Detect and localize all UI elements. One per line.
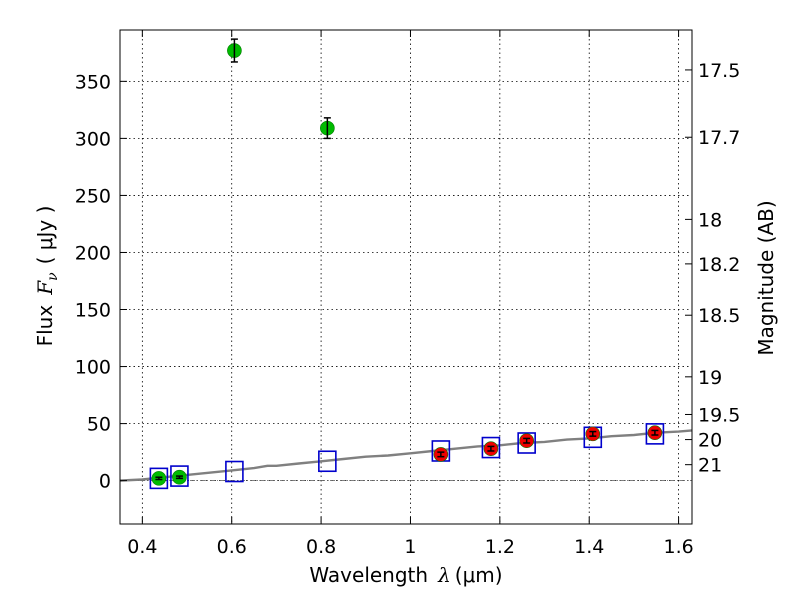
x-tick-label: 1 (404, 536, 416, 558)
y-tick-label: 50 (87, 414, 111, 436)
right-tick-label: 18.5 (698, 305, 740, 327)
y-axis-label: FluxFν( μJy ) (33, 206, 61, 347)
right-tick-label: 19.5 (698, 404, 740, 426)
y-tick-label: 150 (75, 300, 111, 322)
model-flux-square (225, 460, 244, 483)
x-tick-label: 0.6 (217, 536, 247, 558)
model-flux-square (170, 465, 189, 487)
x-tick-label: 1.6 (663, 536, 693, 558)
y-tick-label: 200 (75, 242, 111, 264)
model-square-layer (149, 423, 665, 490)
x-tick-label: 0.4 (127, 536, 157, 558)
right-tick-label: 20 (698, 430, 722, 452)
model-flux-square (149, 467, 169, 490)
y-tick-label: 350 (75, 71, 111, 93)
spectrum-line (119, 429, 693, 482)
model-flux-square (517, 432, 536, 454)
right-tick-label: 19 (698, 367, 722, 389)
right-tick-label: 17.7 (698, 127, 740, 149)
grid (120, 30, 692, 524)
right-tick-label: 18 (698, 209, 722, 231)
right-tick-label: 17.5 (698, 60, 740, 82)
x-axis-label: Wavelength λ (μm) (309, 563, 502, 587)
ticks: 0.4 0.6 0.8 1 1.2 1.4 1.6 0 50 100 150 200 250 300 350… (75, 30, 740, 558)
spectrum-layer (119, 429, 693, 482)
x-tick-label: 0.8 (306, 536, 336, 558)
y-tick-label: 250 (75, 185, 111, 207)
observed-point-layer (151, 38, 663, 486)
model-flux-square (645, 423, 665, 445)
right-tick-label: 21 (698, 455, 722, 477)
x-tick-label: 1.4 (574, 536, 604, 558)
model-flux-square (481, 436, 501, 459)
y-tick-label: 300 (75, 128, 111, 150)
model-flux-square (318, 450, 337, 473)
plot-frame (119, 29, 693, 525)
x-tick-label: 1.2 (485, 536, 515, 558)
right-tick-label: 18.2 (698, 254, 740, 276)
y-tick-label: 100 (75, 357, 111, 379)
y-tick-label: 0 (99, 471, 111, 493)
right-axis-label: Magnitude (AB) (754, 200, 778, 355)
